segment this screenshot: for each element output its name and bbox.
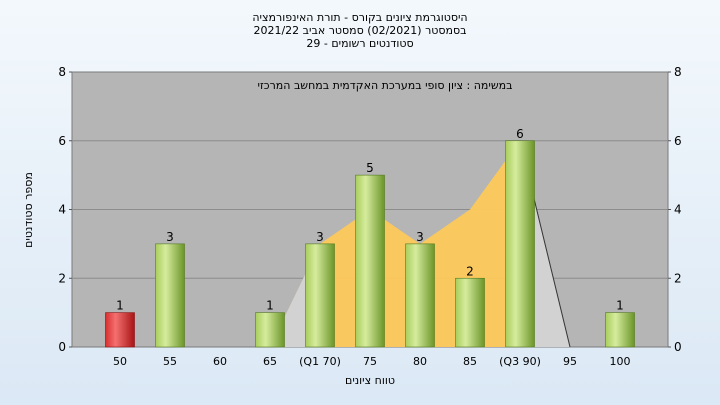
data-label-5: 5	[366, 161, 374, 175]
data-label-1: 3	[166, 230, 174, 244]
x-tick-label-0: 50	[113, 355, 127, 368]
y-axis-title: מספר סטודנטים	[22, 172, 35, 248]
bar-5	[355, 174, 385, 348]
bar-1	[155, 243, 185, 348]
x-tick-label-5: 75	[363, 355, 377, 368]
data-label-6: 3	[416, 230, 424, 244]
bar-6	[405, 243, 435, 348]
bar-0	[105, 312, 135, 348]
data-label-10: 1	[616, 299, 624, 313]
x-tick-label-1: 55	[163, 355, 177, 368]
x-tick-label-8: (Q3 90)	[499, 355, 541, 368]
y-tick-left: 2	[58, 271, 66, 285]
data-label-7: 2	[466, 264, 474, 278]
y-tick-left: 4	[58, 203, 66, 217]
y-tick-right: 6	[674, 134, 682, 148]
bar-7	[455, 277, 485, 348]
y-tick-left: 0	[58, 340, 66, 354]
chart-subtitle: במשימה : ציון סופי במערכת האקדמית במחשב …	[258, 79, 513, 92]
y-tick-left: 6	[58, 134, 66, 148]
x-tick-label-7: 85	[463, 355, 477, 368]
y-tick-right: 8	[674, 65, 682, 79]
x-tick-label-6: 80	[413, 355, 427, 368]
bar-3	[255, 312, 285, 348]
x-tick-label-3: 65	[263, 355, 277, 368]
x-axis-title: טווח ציונים	[345, 374, 395, 387]
data-label-3: 1	[266, 299, 274, 313]
chart-title-line-2: בסמסטר (02/2021) סמסטר אביב 2021/22	[253, 24, 466, 37]
x-tick-label-4: (Q1 70)	[299, 355, 341, 368]
data-label-4: 3	[316, 230, 324, 244]
bar-8	[505, 140, 535, 348]
y-tick-right: 0	[674, 340, 682, 354]
data-label-0: 1	[116, 299, 124, 313]
x-tick-label-9: 95	[563, 355, 577, 368]
y-tick-left: 8	[58, 65, 66, 79]
y-tick-right: 2	[674, 271, 682, 285]
data-label-8: 6	[516, 127, 524, 141]
chart-title-line-1: היסטוגרמת ציונים בקורס - תורת האינפורמצי…	[252, 11, 467, 24]
chart-title-line-3: סטודנטים רשומים - 29	[306, 37, 413, 50]
x-tick-label-2: 60	[213, 355, 227, 368]
x-tick-label-10: 100	[610, 355, 631, 368]
bar-4	[305, 243, 335, 348]
y-tick-right: 4	[674, 203, 682, 217]
bar-10	[605, 312, 635, 348]
